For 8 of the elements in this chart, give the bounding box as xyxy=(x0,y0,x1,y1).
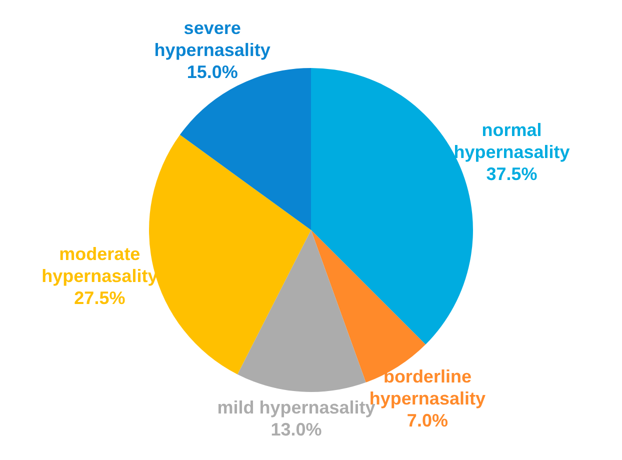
data-label: 13.0% xyxy=(270,420,322,440)
data-label: 27.5% xyxy=(74,288,126,308)
slice-label: normal hypernasality xyxy=(454,120,570,162)
slice-label: moderate hypernasality xyxy=(42,244,158,286)
data-label: 15.0% xyxy=(186,62,238,82)
data-label: 37.5% xyxy=(486,164,538,184)
slice-label: severe hypernasality xyxy=(154,18,270,60)
data-label: 7.0% xyxy=(406,410,448,431)
